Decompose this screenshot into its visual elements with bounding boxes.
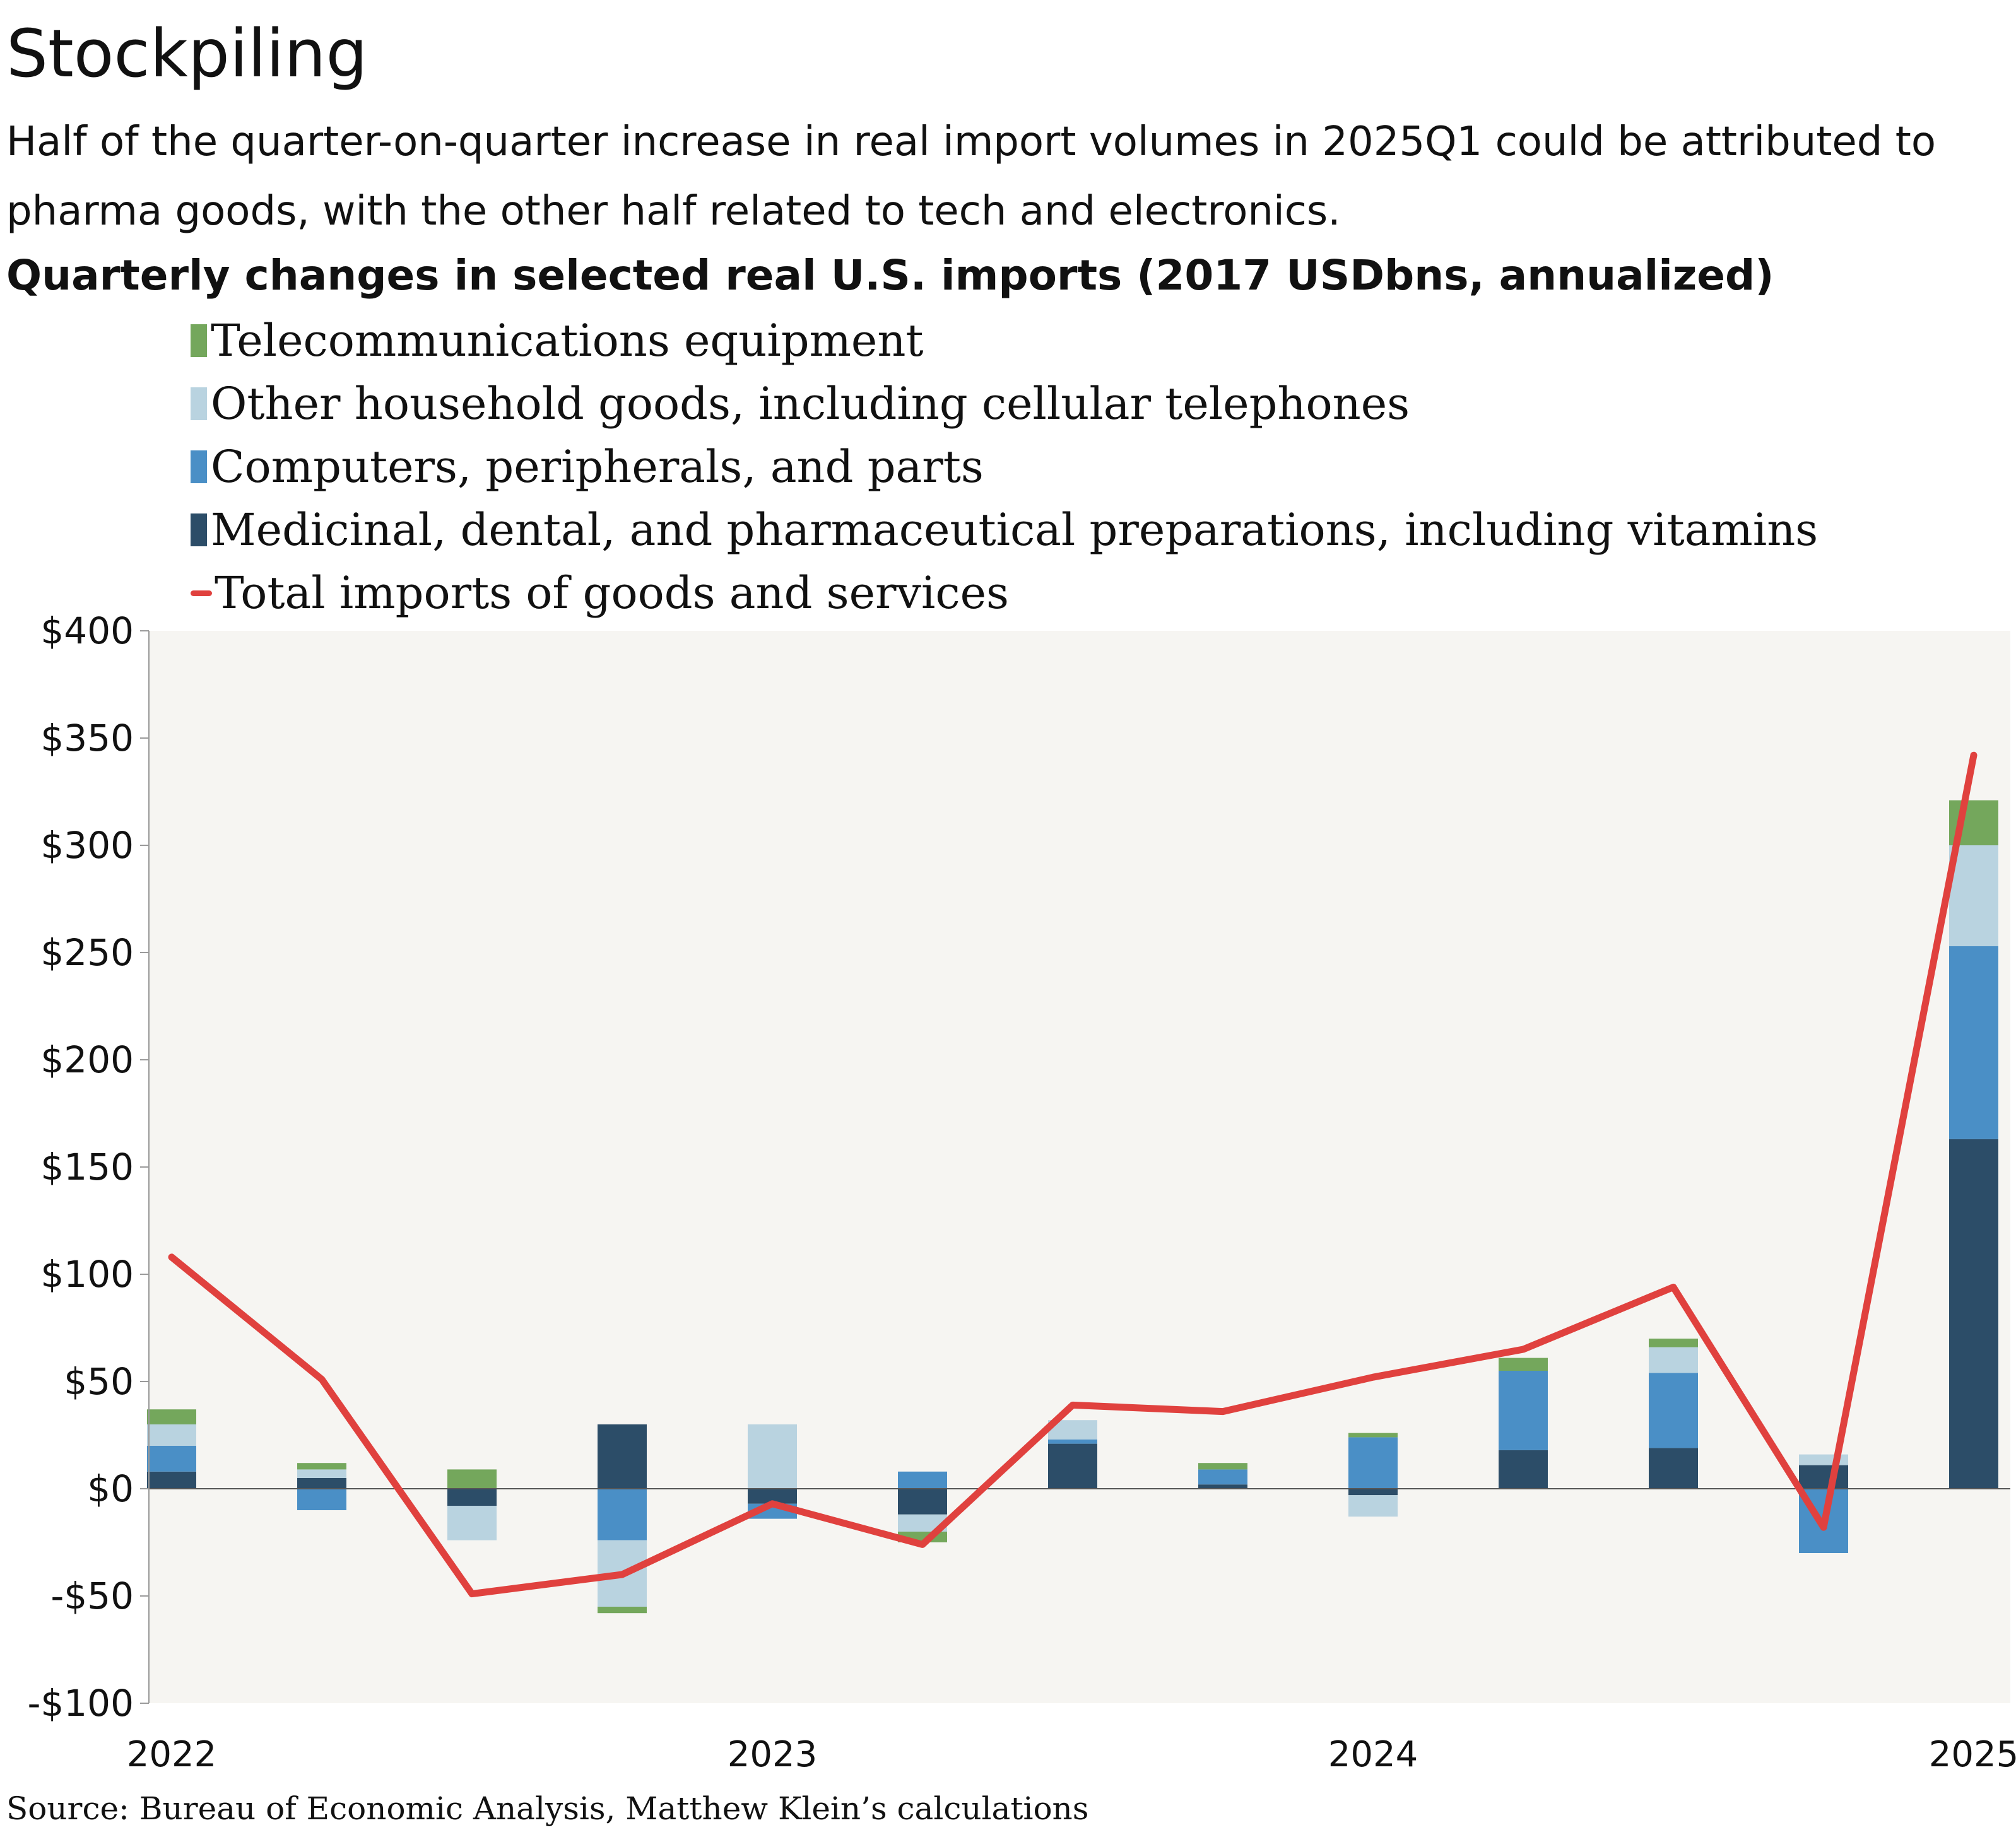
x-tick-label: 2025 xyxy=(1929,1734,2016,1775)
legend-label-telecom: Telecommunications equipment xyxy=(211,315,924,367)
bar-segment xyxy=(297,1463,346,1470)
y-tick-label: $350 xyxy=(40,717,134,760)
bar-segment xyxy=(1949,845,1998,946)
bar-segment xyxy=(147,1446,196,1472)
x-tick-label: 2022 xyxy=(127,1734,217,1775)
legend: Telecommunications equipment Other house… xyxy=(191,309,1818,625)
bar-segment xyxy=(598,1489,647,1540)
bar-segment xyxy=(447,1506,497,1540)
bar-segment xyxy=(297,1489,346,1510)
y-tick-label: -$50 xyxy=(50,1575,134,1617)
chart-title: Stockpiling xyxy=(6,15,368,92)
y-axis: $400 $350 $300 $250 $200 $150 $100 $50 $0 -$50 -$1… xyxy=(27,609,149,1725)
x-axis: 2022 2023 2024 2025 xyxy=(127,1734,2016,1775)
bar-segment xyxy=(1499,1358,1548,1371)
chart-area: $400 $350 $300 $250 $200 $150 $100 $50 $0 -$50 -$1… xyxy=(27,609,2016,1775)
bar-segment xyxy=(1348,1495,1398,1517)
bar-segment xyxy=(1198,1484,1247,1489)
bar-segment xyxy=(1348,1437,1398,1489)
total-imports-line xyxy=(168,751,1978,1598)
bar-segment xyxy=(598,1424,647,1489)
bar-segment xyxy=(1649,1373,1698,1448)
bar-segment xyxy=(1949,946,1998,1139)
bar-segment xyxy=(297,1478,346,1489)
y-tick-label: $50 xyxy=(64,1360,134,1403)
bar-segment xyxy=(1048,1443,1097,1489)
legend-item-telecom: Telecommunications equipment xyxy=(191,309,1818,372)
x-tick-label: 2023 xyxy=(728,1734,818,1775)
source-note: Source: Bureau of Economic Analysis, Mat… xyxy=(6,1790,1089,1827)
y-tick-label: -$100 xyxy=(27,1682,134,1725)
y-tick-label: $250 xyxy=(40,931,134,974)
y-tick-label: $150 xyxy=(40,1146,134,1188)
chart-heading: Quarterly changes in selected real U.S. … xyxy=(6,251,1774,300)
bar-segment xyxy=(1649,1347,1698,1373)
bar-segment xyxy=(1198,1469,1247,1485)
legend-item-pharma: Medicinal, dental, and pharmaceutical pr… xyxy=(191,498,1818,561)
bar-segment xyxy=(1649,1448,1698,1489)
y-tick-label: $400 xyxy=(40,609,134,652)
bar-segment xyxy=(1799,1465,1848,1489)
y-tick-label: $100 xyxy=(40,1253,134,1296)
bar-segment xyxy=(147,1409,196,1424)
plot-background xyxy=(149,631,2010,1703)
bar-segment xyxy=(1949,1139,1998,1489)
legend-swatch-computers xyxy=(191,450,207,483)
legend-item-total-imports: Total imports of goods and services xyxy=(191,561,1818,625)
bar-segment xyxy=(898,1489,947,1515)
bar-segment xyxy=(147,1424,196,1446)
legend-swatch-pharma xyxy=(191,513,207,546)
y-tick-label: $0 xyxy=(87,1467,134,1510)
bar-segment xyxy=(598,1607,647,1614)
bar-segment xyxy=(447,1489,497,1506)
bar-segment xyxy=(1198,1463,1247,1470)
y-tick-label: $300 xyxy=(40,824,134,867)
bar-segment xyxy=(1649,1339,1698,1347)
bar-segment xyxy=(1048,1439,1097,1444)
bar-segment xyxy=(748,1489,797,1504)
bar-segment xyxy=(1348,1489,1398,1496)
legend-item-computers: Computers, peripherals, and parts xyxy=(191,435,1818,498)
y-tick-label: $200 xyxy=(40,1038,134,1081)
legend-label-household: Other household goods, including cellula… xyxy=(211,378,1410,430)
bar-segment xyxy=(1348,1433,1398,1438)
bar-segment xyxy=(898,1471,947,1489)
bar-segment xyxy=(147,1471,196,1489)
chart-subtitle: Half of the quarter-on-quarter increase … xyxy=(6,119,1936,235)
legend-swatch-total-imports xyxy=(191,590,212,596)
legend-label-total-imports: Total imports of goods and services xyxy=(215,567,1009,619)
x-tick-label: 2024 xyxy=(1328,1734,1418,1775)
legend-swatch-telecom xyxy=(191,324,207,357)
legend-swatch-household xyxy=(191,387,207,420)
legend-label-pharma: Medicinal, dental, and pharmaceutical pr… xyxy=(211,504,1819,556)
bar-segment xyxy=(1499,1450,1548,1489)
legend-label-computers: Computers, peripherals, and parts xyxy=(211,441,984,493)
bar-segment xyxy=(748,1424,797,1489)
bar-layer xyxy=(147,800,1998,1614)
bar-segment xyxy=(297,1469,346,1478)
bar-segment xyxy=(1499,1371,1548,1450)
bar-segment xyxy=(447,1469,497,1489)
legend-item-household: Other household goods, including cellula… xyxy=(191,372,1818,435)
